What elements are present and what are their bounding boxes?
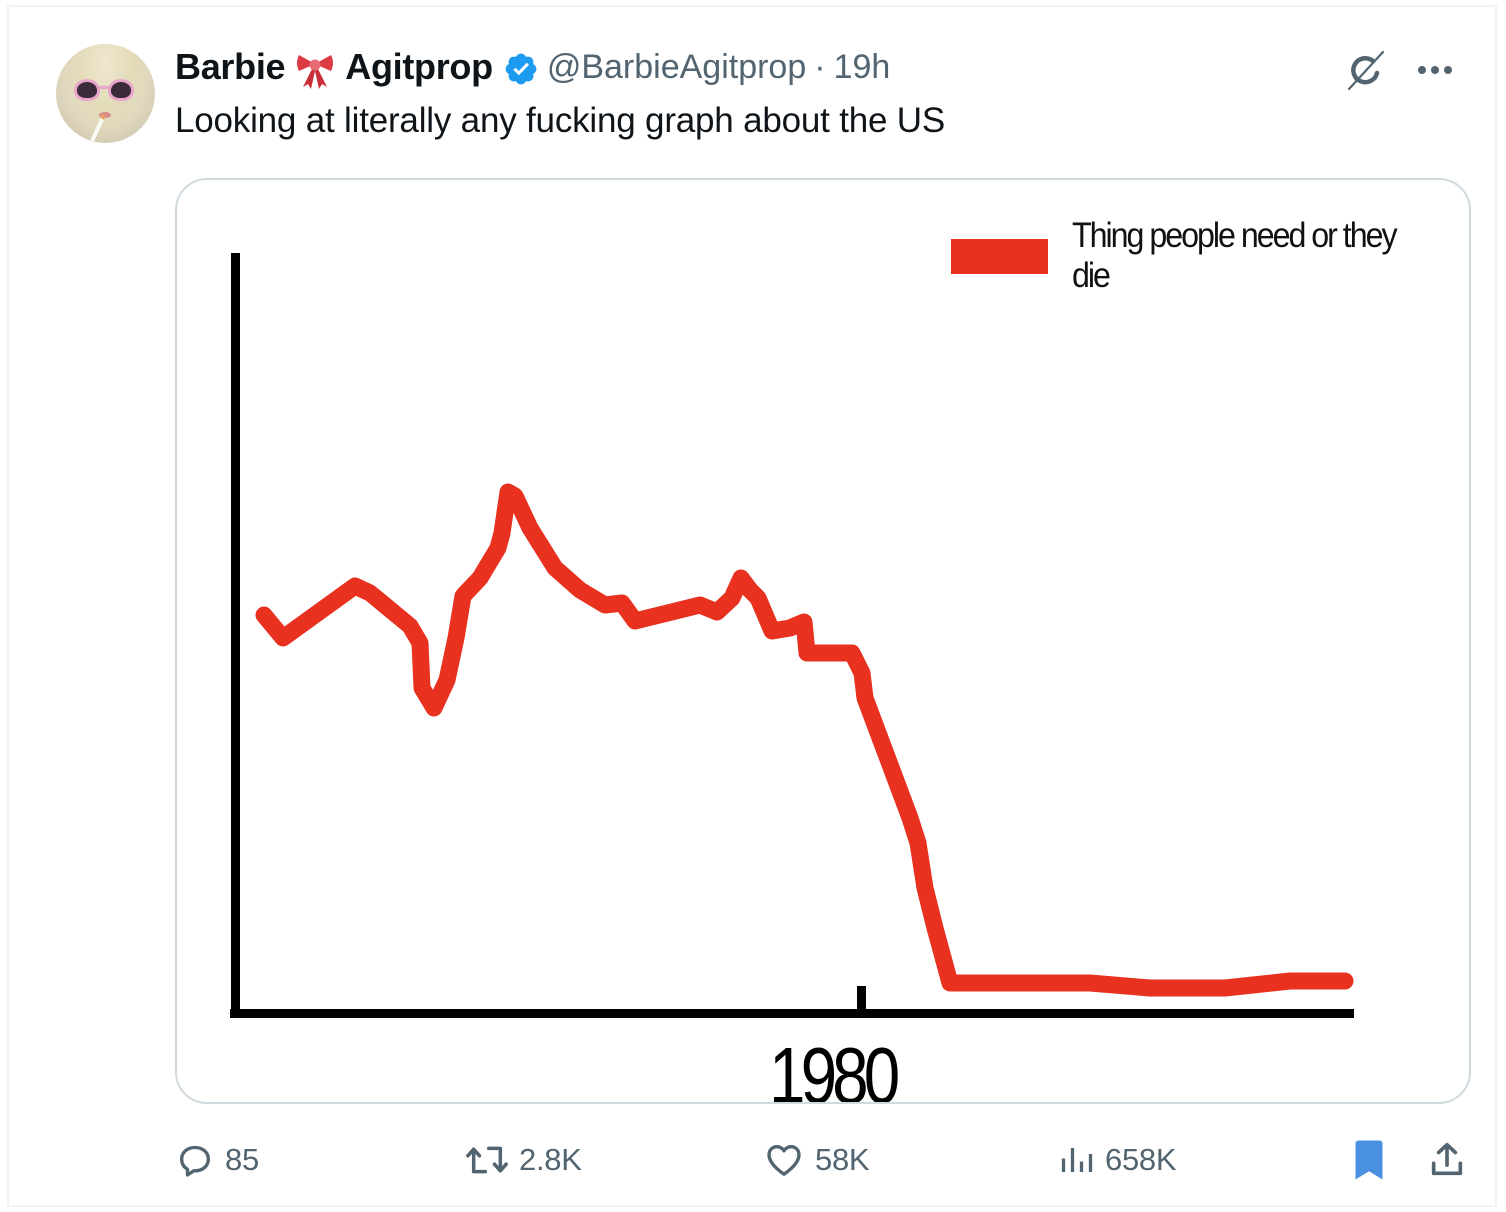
tweet-header: Barbie Agitprop @BarbieAgitprop · 19h [175,45,890,89]
data-line [255,483,1354,997]
tweet-card[interactable]: Barbie Agitprop @BarbieAgitprop · 19h [7,5,1497,1207]
avatar-sunglasses-right [108,79,134,101]
legend-swatch-red [951,238,1049,274]
avatar-hair [56,44,155,143]
tweet-actions-bar: 85 2.8K 58K 658K [175,1137,1471,1183]
author-name-part2[interactable]: Agitprop [345,46,493,87]
share-icon [1427,1140,1467,1180]
reply-icon [175,1140,215,1180]
more-icon[interactable] [1415,50,1455,90]
tweet-text: Looking at literally any fucking graph a… [175,101,946,140]
x-axis-tick-label: 1980 [769,1031,900,1104]
share-button[interactable] [1427,1137,1467,1183]
line-chart [230,253,1354,1018]
author-name-part1[interactable]: Barbie [175,46,286,87]
tweet-media-image[interactable]: Thing people need or they die 1980 [175,178,1471,1104]
legend-label: Thing people need or they die [1072,216,1398,295]
x-axis [230,1009,1354,1018]
heart-icon [763,1140,805,1180]
views-count: 658K [1105,1142,1177,1177]
like-count: 58K [815,1142,870,1177]
x-axis-tick-1980 [857,986,866,1012]
more-dot [1444,66,1452,74]
bookmark-icon [1351,1138,1387,1182]
retweet-count: 2.8K [519,1142,582,1177]
views-icon [1059,1140,1095,1180]
retweet-icon [465,1140,509,1180]
y-axis [231,253,240,1018]
reply-count: 85 [225,1142,259,1177]
reply-button[interactable]: 85 [175,1137,259,1183]
tweet-top-actions [1343,47,1455,93]
more-dot [1431,66,1439,74]
ribbon-bow-icon [293,47,337,91]
grok-icon[interactable] [1343,47,1389,93]
more-dot [1418,66,1426,74]
like-button[interactable]: 58K [763,1137,870,1183]
retweet-button[interactable]: 2.8K [465,1137,582,1183]
avatar[interactable] [56,44,155,143]
chart-legend: Thing people need or they die [951,216,1469,296]
author-handle[interactable]: @BarbieAgitprop [546,47,807,86]
avatar-sunglasses-left [74,79,100,101]
views-button[interactable]: 658K [1059,1137,1177,1183]
timestamp[interactable]: 19h [833,47,891,86]
verified-badge-icon[interactable] [503,51,539,87]
avatar-sunglasses-bridge [98,86,110,89]
bookmark-button[interactable] [1351,1137,1387,1183]
separator-dot: · [814,47,826,86]
